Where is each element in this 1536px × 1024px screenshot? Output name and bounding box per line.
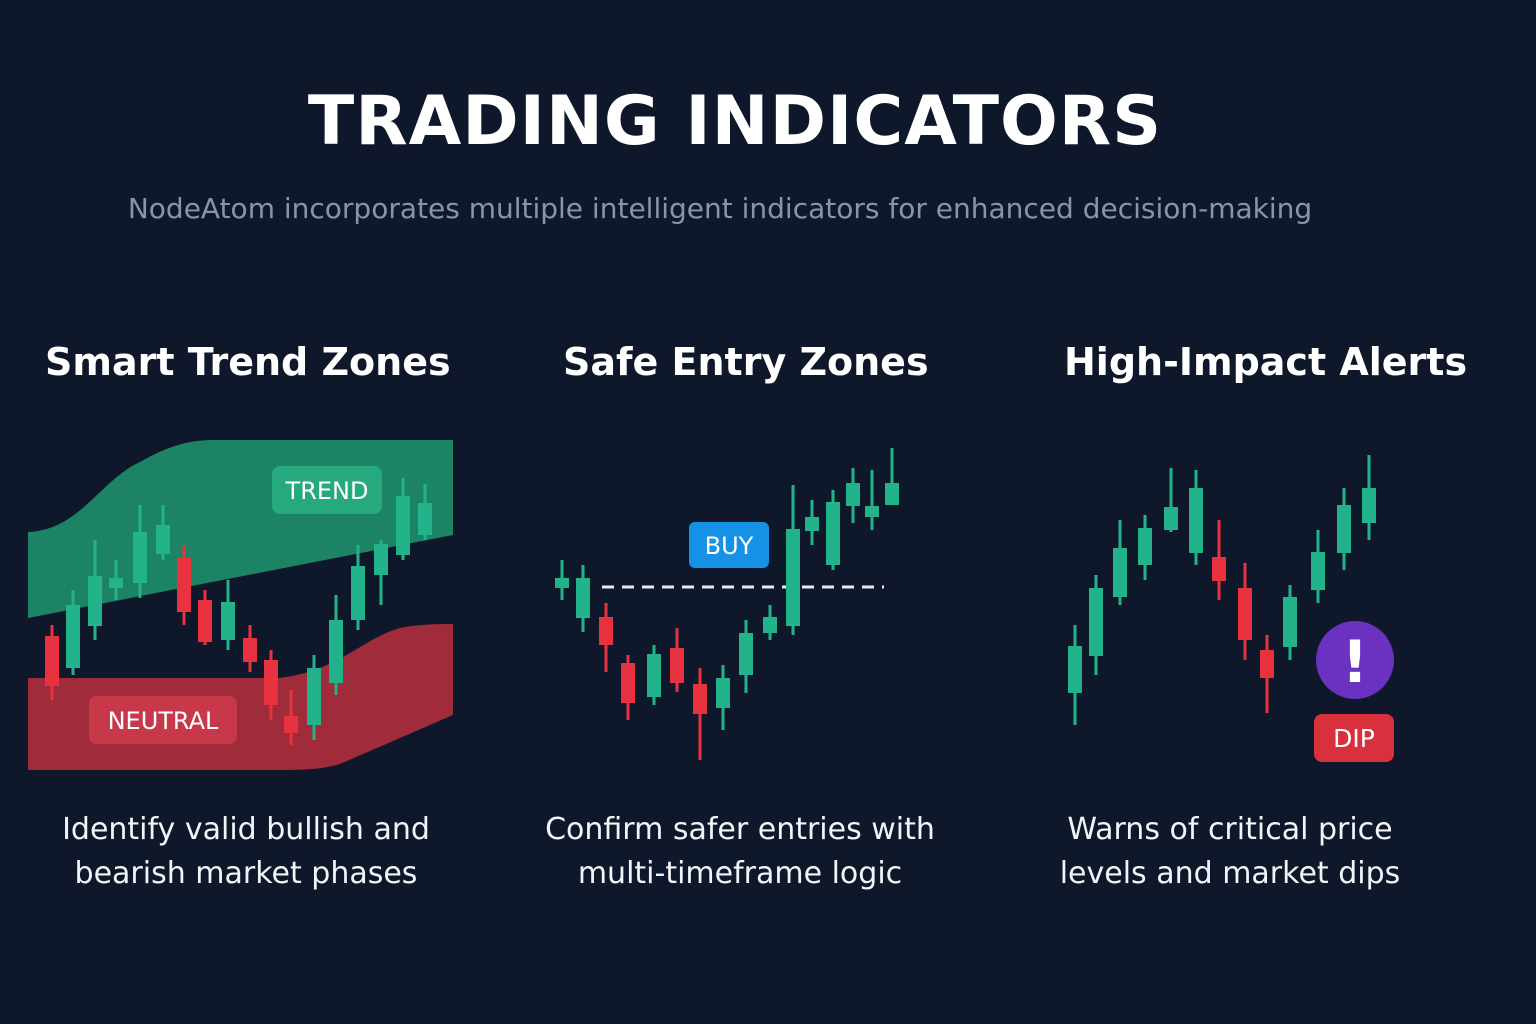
candlestick bbox=[805, 500, 819, 545]
candlestick bbox=[647, 645, 661, 705]
candlestick bbox=[418, 484, 432, 540]
candlestick bbox=[621, 655, 635, 720]
candlestick bbox=[221, 580, 235, 650]
dip-label: DIP bbox=[1333, 724, 1375, 753]
candlestick bbox=[1311, 530, 1325, 603]
candlestick bbox=[865, 470, 879, 530]
safe-entry-zones-title: Safe Entry Zones bbox=[563, 340, 929, 384]
candlestick bbox=[826, 490, 840, 570]
buy-label: BUY bbox=[705, 532, 754, 560]
trend-label-badge bbox=[272, 466, 382, 514]
candlestick bbox=[786, 485, 800, 635]
candlestick bbox=[576, 565, 590, 632]
candlestick bbox=[198, 590, 212, 645]
description-line: levels and market dips bbox=[1059, 856, 1401, 891]
candlestick bbox=[307, 655, 321, 740]
candlestick bbox=[243, 625, 257, 672]
smart-trend-zones-chart: TREND NEUTRAL bbox=[28, 440, 453, 770]
candlestick bbox=[156, 505, 170, 560]
candlestick bbox=[1138, 515, 1152, 580]
candlestick bbox=[555, 560, 569, 600]
candlestick bbox=[763, 605, 777, 640]
trend-label: TREND bbox=[285, 477, 369, 505]
candlestick bbox=[177, 545, 191, 625]
candlestick bbox=[1337, 488, 1351, 570]
safe-entry-zones-chart: BUY bbox=[555, 448, 899, 760]
description-line: bearish market phases bbox=[74, 856, 418, 891]
description-line: Warns of critical price bbox=[1067, 812, 1393, 847]
candlestick bbox=[329, 595, 343, 695]
candlestick bbox=[599, 603, 613, 672]
high-impact-alerts-description: Warns of critical price levels and marke… bbox=[1030, 808, 1430, 896]
candlestick bbox=[1362, 455, 1376, 540]
candlestick bbox=[45, 625, 59, 700]
candlestick bbox=[670, 628, 684, 692]
candlestick bbox=[88, 540, 102, 640]
candlestick bbox=[1189, 470, 1203, 565]
candlestick bbox=[739, 620, 753, 693]
candlestick bbox=[284, 690, 298, 745]
candlestick bbox=[66, 590, 80, 675]
description-line: Confirm safer entries with bbox=[545, 812, 935, 847]
candlestick bbox=[1283, 585, 1297, 660]
candlestick bbox=[716, 665, 730, 730]
candlestick bbox=[846, 468, 860, 523]
candlestick bbox=[693, 668, 707, 760]
high-impact-alerts-chart: ! DIP bbox=[1068, 455, 1394, 762]
candlestick bbox=[1113, 520, 1127, 605]
alert-icon-glyph: ! bbox=[1342, 628, 1368, 696]
candlestick bbox=[109, 560, 123, 600]
alert-exclamation-icon bbox=[1316, 621, 1394, 699]
candlestick bbox=[264, 650, 278, 720]
page-title: TRADING INDICATORS bbox=[307, 82, 1163, 161]
high-impact-alerts-title: High-Impact Alerts bbox=[1064, 340, 1468, 384]
candlestick bbox=[351, 545, 365, 630]
candlestick bbox=[133, 505, 147, 598]
neutral-zone-band bbox=[28, 624, 453, 770]
description-line: Identify valid bullish and bbox=[62, 812, 430, 847]
candlestick bbox=[1164, 468, 1178, 532]
candlestick bbox=[396, 478, 410, 560]
candlestick bbox=[1260, 635, 1274, 713]
safe-entry-zones-description: Confirm safer entries with multi-timefra… bbox=[530, 808, 950, 896]
candlestick bbox=[1089, 575, 1103, 675]
page-subtitle: NodeAtom incorporates multiple intellige… bbox=[127, 192, 1313, 225]
candlestick bbox=[1068, 625, 1082, 725]
smart-trend-zones-description: Identify valid bullish and bearish marke… bbox=[40, 808, 452, 896]
dip-label-badge bbox=[1314, 714, 1394, 762]
smart-trend-zones-title: Smart Trend Zones bbox=[45, 340, 451, 384]
buy-label-badge bbox=[689, 522, 769, 568]
neutral-label: NEUTRAL bbox=[108, 707, 219, 735]
description-line: multi-timeframe logic bbox=[577, 856, 903, 891]
candlestick bbox=[1238, 563, 1252, 660]
candlestick bbox=[885, 448, 899, 505]
neutral-label-badge bbox=[89, 696, 237, 744]
candlestick bbox=[374, 540, 388, 605]
candlestick bbox=[1212, 520, 1226, 600]
